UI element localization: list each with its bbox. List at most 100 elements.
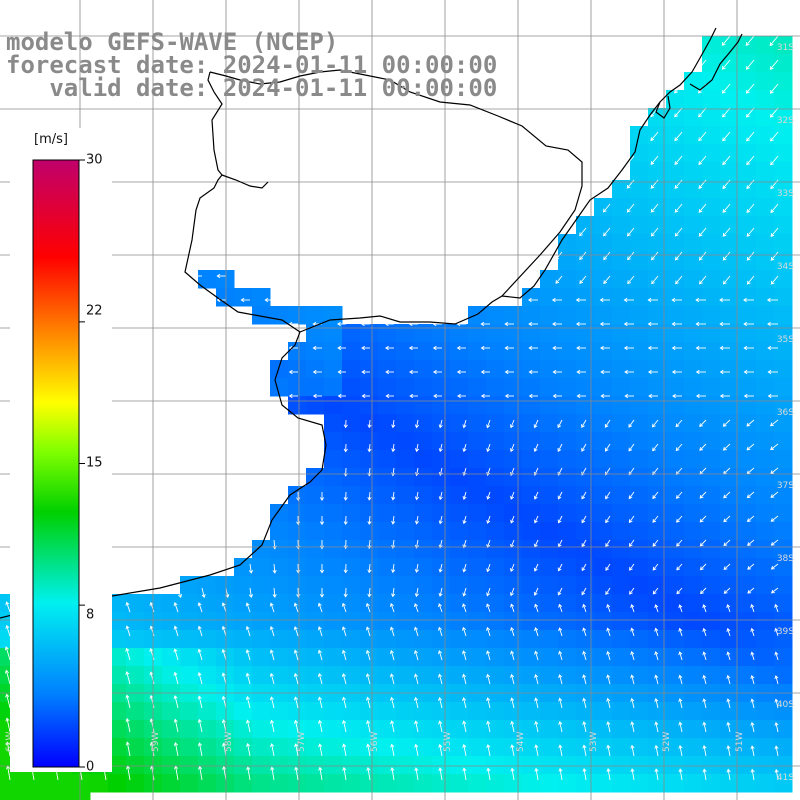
wind-speed-cell bbox=[522, 432, 541, 451]
wind-speed-cell bbox=[306, 324, 325, 343]
wind-speed-cell bbox=[486, 342, 505, 361]
wind-speed-cell bbox=[576, 414, 595, 433]
wind-speed-cell bbox=[108, 774, 127, 793]
wind-speed-cell bbox=[558, 576, 577, 595]
wind-arrow bbox=[367, 563, 372, 574]
wind-speed-cell bbox=[450, 558, 469, 577]
wind-speed-cell bbox=[378, 702, 397, 721]
wind-speed-cell bbox=[648, 216, 667, 235]
wind-speed-cell bbox=[306, 612, 325, 631]
wind-speed-cell bbox=[756, 522, 775, 541]
lon-label: 52W bbox=[662, 732, 672, 752]
wind-speed-cell bbox=[522, 342, 541, 361]
wind-speed-cell bbox=[252, 558, 271, 577]
wind-speed-cell bbox=[738, 522, 757, 541]
wind-speed-cell bbox=[180, 738, 199, 757]
wind-speed-cell bbox=[378, 594, 397, 613]
wind-speed-cell bbox=[522, 324, 541, 343]
wind-speed-cell bbox=[540, 666, 559, 685]
wind-arrow bbox=[576, 345, 586, 351]
wind-speed-cell bbox=[198, 612, 217, 631]
wind-arrow bbox=[486, 673, 491, 685]
wind-speed-cell bbox=[432, 738, 451, 757]
wind-speed-cell bbox=[540, 378, 559, 397]
wind-speed-cell bbox=[612, 558, 631, 577]
wind-arrow bbox=[296, 587, 301, 598]
wind-speed-cell bbox=[612, 738, 631, 757]
wind-arrow bbox=[699, 515, 707, 523]
wind-speed-cell bbox=[396, 774, 415, 793]
lat-label: 34S bbox=[777, 262, 794, 272]
wind-speed-cell bbox=[648, 450, 667, 469]
wind-arrow bbox=[385, 369, 394, 375]
wind-speed-cell bbox=[756, 450, 775, 469]
wind-speed-cell bbox=[648, 432, 667, 451]
wind-speed-cell bbox=[468, 378, 487, 397]
wind-speed-cell bbox=[540, 630, 559, 649]
wind-speed-cell bbox=[576, 324, 595, 343]
wind-speed-cell bbox=[252, 630, 271, 649]
wind-arrow bbox=[528, 321, 538, 327]
wind-arrow bbox=[557, 563, 563, 572]
wind-speed-cell bbox=[684, 306, 703, 325]
wind-speed-cell bbox=[342, 450, 361, 469]
wind-speed-cell bbox=[666, 90, 685, 109]
wind-arrow bbox=[366, 766, 371, 781]
wind-arrow bbox=[367, 443, 372, 453]
wind-speed-cell bbox=[522, 486, 541, 505]
wind-arrow bbox=[221, 602, 227, 613]
wind-arrow bbox=[702, 721, 707, 733]
wind-speed-cell bbox=[594, 738, 613, 757]
wind-arrow bbox=[552, 345, 562, 351]
wind-arrow bbox=[433, 393, 442, 399]
wind-speed-cell bbox=[738, 540, 757, 559]
wind-speed-cell bbox=[666, 108, 685, 127]
wind-speed-cell bbox=[630, 432, 649, 451]
wind-speed-cell bbox=[774, 432, 793, 451]
wind-speed-cell bbox=[234, 576, 253, 595]
wind-speed-cell bbox=[252, 774, 271, 793]
wind-speed-cell bbox=[432, 342, 451, 361]
wind-speed-cell bbox=[378, 648, 397, 667]
wind-speed-cell bbox=[216, 630, 235, 649]
wind-arrow bbox=[722, 179, 731, 190]
wind-arrow bbox=[654, 627, 659, 637]
wind-arrow bbox=[197, 742, 203, 757]
wind-arrow bbox=[414, 491, 420, 501]
wind-speed-cell bbox=[666, 486, 685, 505]
wind-speed-cell bbox=[666, 216, 685, 235]
wind-speed-cell bbox=[504, 324, 523, 343]
wind-speed-cell bbox=[468, 594, 487, 613]
wind-speed-cell bbox=[738, 252, 757, 271]
wind-speed-cell bbox=[666, 612, 685, 631]
wind-speed-cell bbox=[198, 594, 217, 613]
wind-arrow bbox=[576, 393, 586, 399]
wind-speed-cell bbox=[468, 666, 487, 685]
colorbar bbox=[32, 159, 80, 768]
wind-arrow bbox=[414, 587, 419, 598]
wind-arrow bbox=[533, 587, 539, 596]
wind-speed-cell bbox=[450, 360, 469, 379]
wind-speed-cell bbox=[702, 432, 721, 451]
wind-arrow bbox=[391, 419, 396, 429]
wind-speed-cell bbox=[558, 414, 577, 433]
wind-speed-cell bbox=[558, 396, 577, 415]
wind-arrow bbox=[264, 297, 274, 303]
wind-speed-cell bbox=[756, 108, 775, 127]
wind-arrow bbox=[628, 515, 635, 524]
wind-arrow bbox=[486, 491, 491, 500]
wind-speed-cell bbox=[576, 666, 595, 685]
wind-arrow bbox=[462, 697, 467, 709]
wind-speed-cell bbox=[630, 324, 649, 343]
wind-arrow bbox=[5, 717, 11, 733]
wind-speed-cell bbox=[630, 702, 649, 721]
wind-speed-cell bbox=[468, 396, 487, 415]
wind-speed-cell bbox=[720, 288, 739, 307]
wind-arrow bbox=[504, 321, 514, 327]
wind-speed-cell bbox=[630, 162, 649, 181]
wind-speed-cell bbox=[630, 486, 649, 505]
wind-speed-cell bbox=[342, 432, 361, 451]
wind-speed-cell bbox=[360, 576, 379, 595]
wind-speed-cell bbox=[414, 612, 433, 631]
wind-speed-cell bbox=[612, 630, 631, 649]
